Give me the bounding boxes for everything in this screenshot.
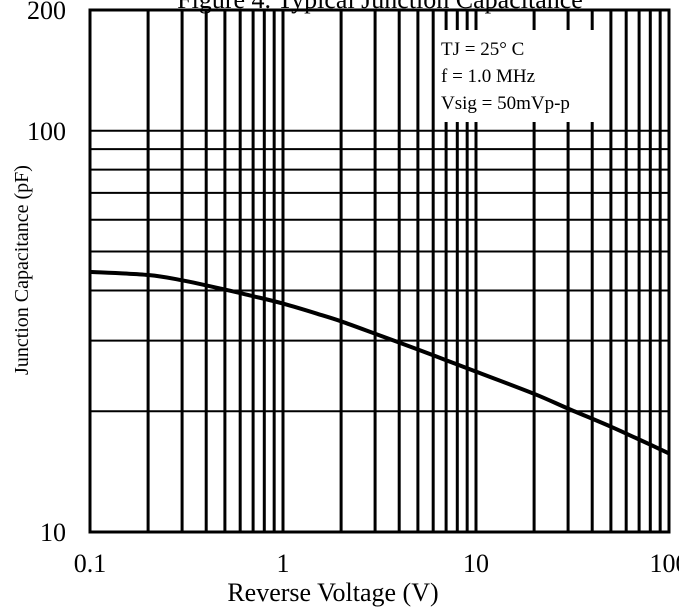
annotation-temperature: TJ = 25° C xyxy=(441,39,524,60)
annotation-box xyxy=(437,30,599,122)
plot-frame xyxy=(88,8,671,534)
series-line xyxy=(89,269,670,456)
grid xyxy=(90,10,669,532)
annotation-signal: Vsig = 50mVp-p xyxy=(441,93,570,114)
annotation-frequency: f = 1.0 MHz xyxy=(441,66,535,87)
x-tick-label: 10 xyxy=(463,549,489,578)
x-tick-label: 1 xyxy=(277,549,290,578)
series-group xyxy=(89,269,670,456)
chart-title: Figure 4. Typical Junction Capacitance xyxy=(177,0,583,14)
x-tick-label: 0.1 xyxy=(74,549,107,578)
y-tick-label: 200 xyxy=(27,0,66,25)
tick-labels: 0.1 1 10 100 10 100 200 xyxy=(27,0,679,578)
x-tick-label: 100 xyxy=(650,549,679,578)
x-axis-title: Reverse Voltage (V) xyxy=(227,578,438,607)
y-axis-title: Junction Capacitance (pF) xyxy=(11,165,33,375)
y-tick-label: 10 xyxy=(40,518,66,547)
y-tick-label: 100 xyxy=(27,117,66,146)
